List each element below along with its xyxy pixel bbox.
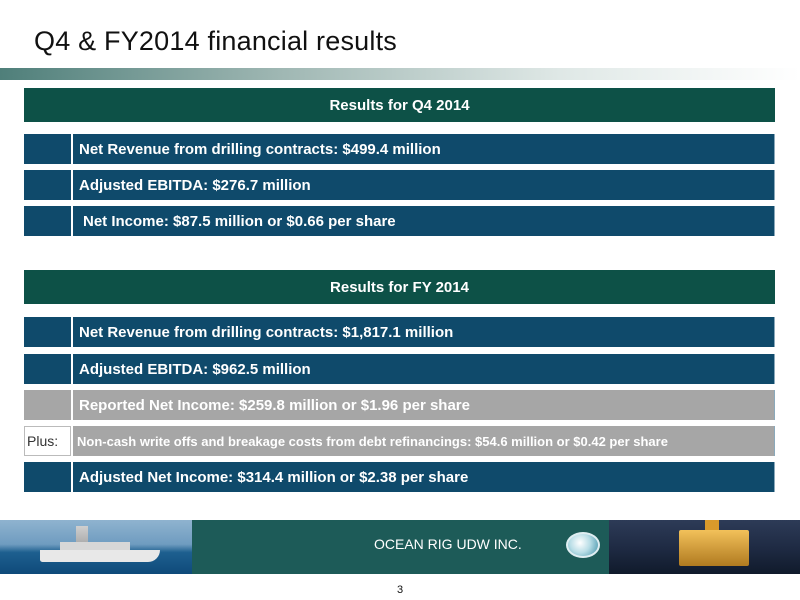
row-lead-cell bbox=[24, 206, 71, 236]
ship-hull-shape bbox=[40, 550, 160, 562]
q4-row-adjusted-ebitda: Adjusted EBITDA: $276.7 million bbox=[24, 170, 775, 200]
row-lead-cell bbox=[24, 462, 71, 492]
row-lead-cell bbox=[24, 390, 71, 420]
q4-row-net-income: Net Income: $87.5 million or $0.66 per s… bbox=[24, 206, 775, 236]
row-text: Adjusted Net Income: $314.4 million or $… bbox=[73, 462, 775, 492]
row-text: Reported Net Income: $259.8 million or $… bbox=[73, 390, 775, 420]
row-lead-cell bbox=[24, 170, 71, 200]
row-text: Net Revenue from drilling contracts: $1,… bbox=[73, 317, 775, 347]
fy-row-adjusted-ebitda: Adjusted EBITDA: $962.5 million bbox=[24, 354, 775, 384]
row-text: Non-cash write offs and breakage costs f… bbox=[73, 426, 775, 456]
page-title: Q4 & FY2014 financial results bbox=[34, 26, 397, 56]
fy-row-adjustment: Plus: Non-cash write offs and breakage c… bbox=[24, 426, 775, 456]
row-lead-cell bbox=[24, 134, 71, 164]
fy-section-header: Results for FY 2014 bbox=[24, 270, 775, 304]
drillship-photo bbox=[0, 520, 192, 574]
fy-row-adjusted-net-income: Adjusted Net Income: $314.4 million or $… bbox=[24, 462, 775, 492]
fy-row-net-revenue: Net Revenue from drilling contracts: $1,… bbox=[24, 317, 775, 347]
q4-row-net-revenue: Net Revenue from drilling contracts: $49… bbox=[24, 134, 775, 164]
drilling-rig-photo bbox=[609, 520, 800, 574]
plus-label: Plus: bbox=[24, 426, 71, 456]
row-text: Net Income: $87.5 million or $0.66 per s… bbox=[73, 206, 775, 236]
company-logo-icon bbox=[566, 532, 600, 558]
row-lead-cell bbox=[24, 317, 71, 347]
fy-row-reported-net-income: Reported Net Income: $259.8 million or $… bbox=[24, 390, 775, 420]
row-text: Adjusted EBITDA: $276.7 million bbox=[73, 170, 775, 200]
ship-deck-shape bbox=[60, 542, 130, 551]
row-lead-cell bbox=[24, 354, 71, 384]
title-divider bbox=[0, 68, 800, 80]
company-name: OCEAN RIG UDW INC. bbox=[374, 536, 522, 552]
row-text: Net Revenue from drilling contracts: $49… bbox=[73, 134, 775, 164]
page-number: 3 bbox=[396, 584, 404, 596]
q4-section-header: Results for Q4 2014 bbox=[24, 88, 775, 122]
row-text: Adjusted EBITDA: $962.5 million bbox=[73, 354, 775, 384]
rig-platform-shape bbox=[679, 530, 749, 566]
